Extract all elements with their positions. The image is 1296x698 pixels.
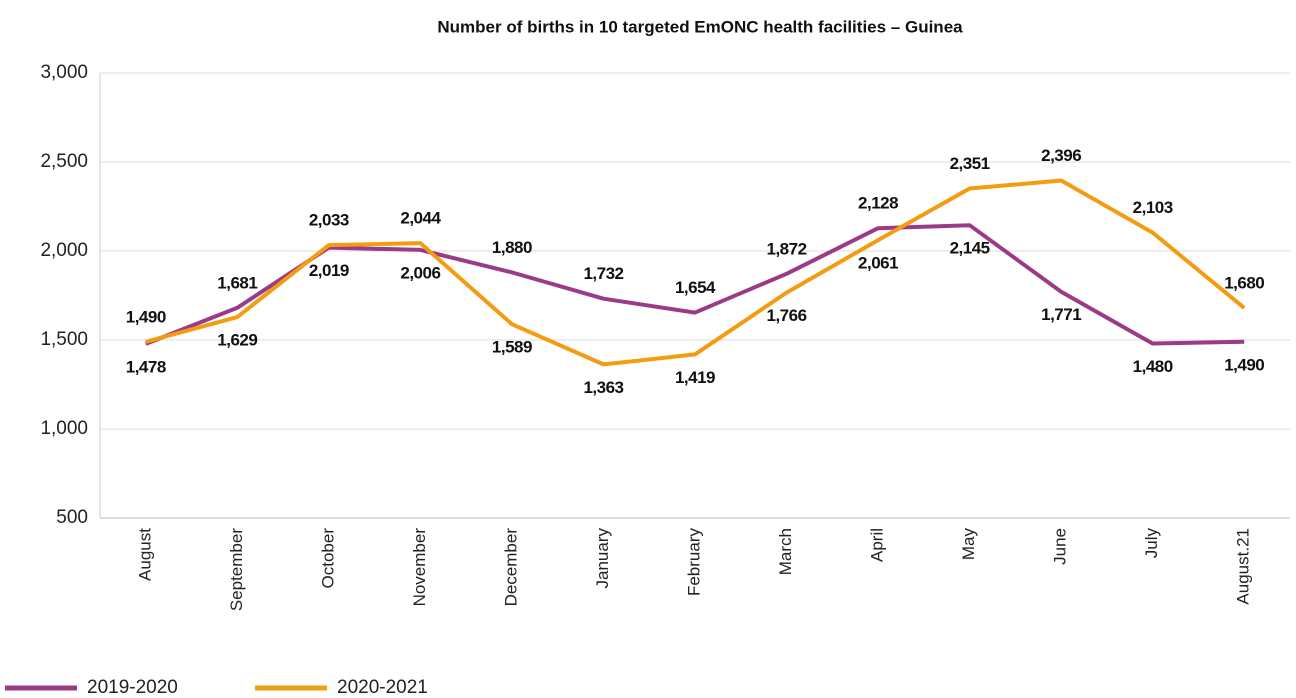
- data-label: 2,033: [309, 211, 349, 230]
- data-label: 1,629: [217, 331, 257, 350]
- data-label: 2,128: [858, 194, 898, 213]
- series-line: [145, 178, 1246, 367]
- data-label: 1,419: [675, 368, 715, 387]
- data-label: 2,019: [309, 261, 349, 280]
- data-label: 2,351: [950, 154, 990, 173]
- data-label: 2,145: [950, 239, 990, 258]
- y-tick-label: 1,000: [40, 418, 88, 439]
- x-tick-label: August: [135, 528, 154, 581]
- x-tick-label: October: [318, 528, 337, 589]
- data-label: 2,396: [1041, 146, 1081, 165]
- x-tick-label: July: [1142, 528, 1161, 559]
- y-tick-label: 500: [56, 507, 88, 528]
- y-tick-label: 2,500: [40, 151, 88, 172]
- data-label: 1,490: [1224, 355, 1264, 374]
- data-label: 1,490: [126, 307, 166, 326]
- legend-label: 2020-2021: [337, 677, 428, 698]
- data-label: 1,681: [217, 273, 257, 292]
- data-label: 1,872: [767, 239, 807, 258]
- data-label: 2,044: [400, 209, 441, 228]
- data-label: 1,480: [1133, 357, 1173, 376]
- x-tick-label: June: [1051, 528, 1070, 565]
- x-tick-label: January: [593, 528, 612, 589]
- x-tick-label: February: [684, 528, 703, 597]
- legend-label: 2019-2020: [87, 677, 178, 698]
- data-label: 1,771: [1041, 305, 1081, 324]
- x-tick-label: September: [227, 528, 246, 611]
- x-tick-label: May: [959, 528, 978, 561]
- y-tick-label: 2,000: [40, 240, 88, 261]
- data-label: 1,680: [1224, 273, 1264, 292]
- data-label: 1,732: [583, 264, 623, 283]
- x-tick-label: August.21: [1234, 528, 1253, 605]
- x-tick-label: December: [501, 528, 520, 607]
- data-label: 1,363: [583, 378, 623, 397]
- data-label: 2,061: [858, 254, 898, 273]
- data-label: 1,478: [126, 357, 166, 376]
- x-tick-label: April: [868, 528, 887, 562]
- data-label: 1,589: [492, 338, 532, 357]
- x-tick-label: March: [776, 528, 795, 575]
- data-label: 1,654: [675, 278, 716, 297]
- x-tick-label: November: [410, 528, 429, 607]
- y-tick-label: 3,000: [40, 62, 88, 83]
- data-label: 1,880: [492, 238, 532, 257]
- chart-title: Number of births in 10 targeted EmONC he…: [437, 17, 963, 36]
- data-label: 2,103: [1133, 198, 1173, 217]
- data-label: 2,006: [400, 263, 440, 282]
- data-label: 1,766: [767, 306, 807, 325]
- y-tick-label: 1,500: [40, 329, 88, 350]
